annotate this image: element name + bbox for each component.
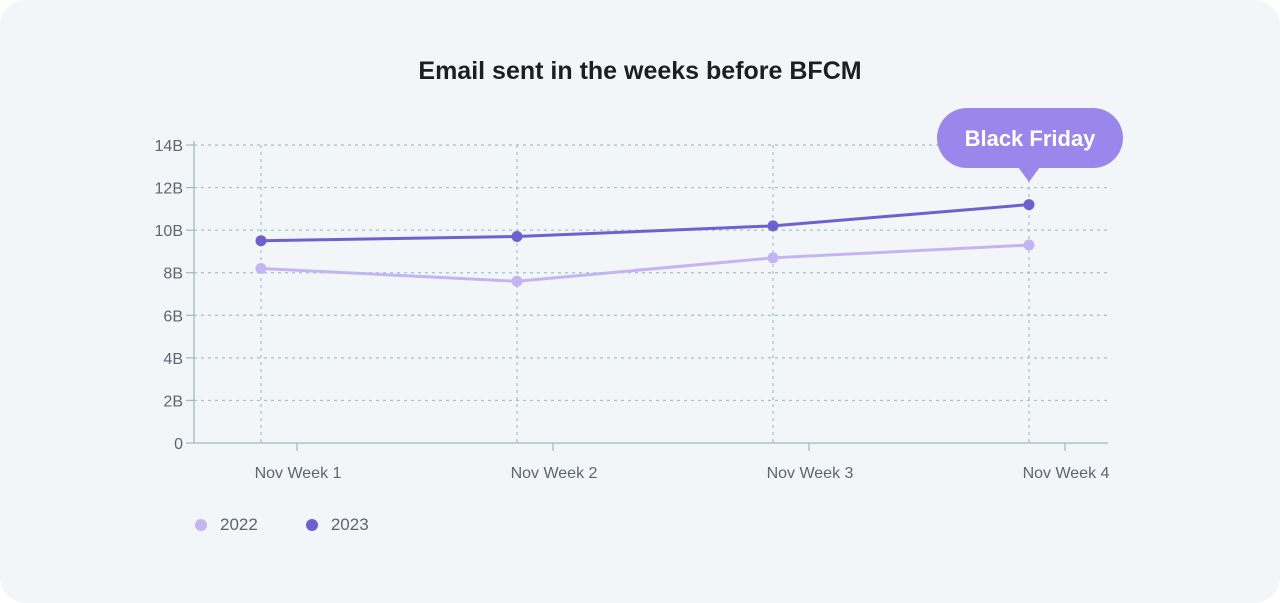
data-point-2022	[511, 275, 523, 287]
data-point-2022	[767, 252, 779, 264]
legend-dot-2022	[195, 519, 207, 531]
data-point-2023	[511, 231, 523, 243]
legend-item-2023[interactable]: 2023	[305, 515, 369, 535]
y-tick-label: 10B	[155, 223, 183, 240]
legend-label-2022: 2022	[220, 515, 258, 534]
annotation-pointer	[1018, 167, 1040, 182]
x-tick-label: Nov Week 1	[255, 465, 342, 482]
y-tick-label: 4B	[163, 351, 183, 368]
y-tick-label: 8B	[163, 266, 183, 283]
chart-title: Email sent in the weeks before BFCM	[418, 57, 862, 85]
annotation-bubble	[937, 108, 1123, 168]
y-tick-label: 2B	[163, 393, 183, 410]
x-tick-label: Nov Week 2	[511, 465, 598, 482]
series-line-2022	[260, 243, 1030, 283]
x-tick-label: Nov Week 4	[1023, 465, 1110, 482]
legend-dot-2023	[305, 519, 318, 531]
y-tick-label: 12B	[155, 181, 183, 198]
x-tick-label: Nov Week 3	[767, 465, 854, 482]
annotation-label: Black Friday	[965, 126, 1097, 151]
chart-legend: 2022 2023	[195, 515, 369, 535]
legend-label-2023: 2023	[330, 515, 369, 534]
data-point-2023	[1023, 199, 1035, 211]
data-point-2022	[1023, 239, 1035, 251]
series-line-2023	[260, 203, 1030, 243]
legend-item-2022[interactable]: 2022	[195, 515, 258, 535]
y-tick-label: 6B	[163, 308, 183, 325]
y-tick-label: 14B	[155, 138, 183, 155]
data-point-2023	[767, 220, 779, 232]
data-point-2022	[255, 262, 267, 274]
data-point-2023	[255, 235, 267, 247]
y-tick-label: 0	[174, 436, 183, 453]
